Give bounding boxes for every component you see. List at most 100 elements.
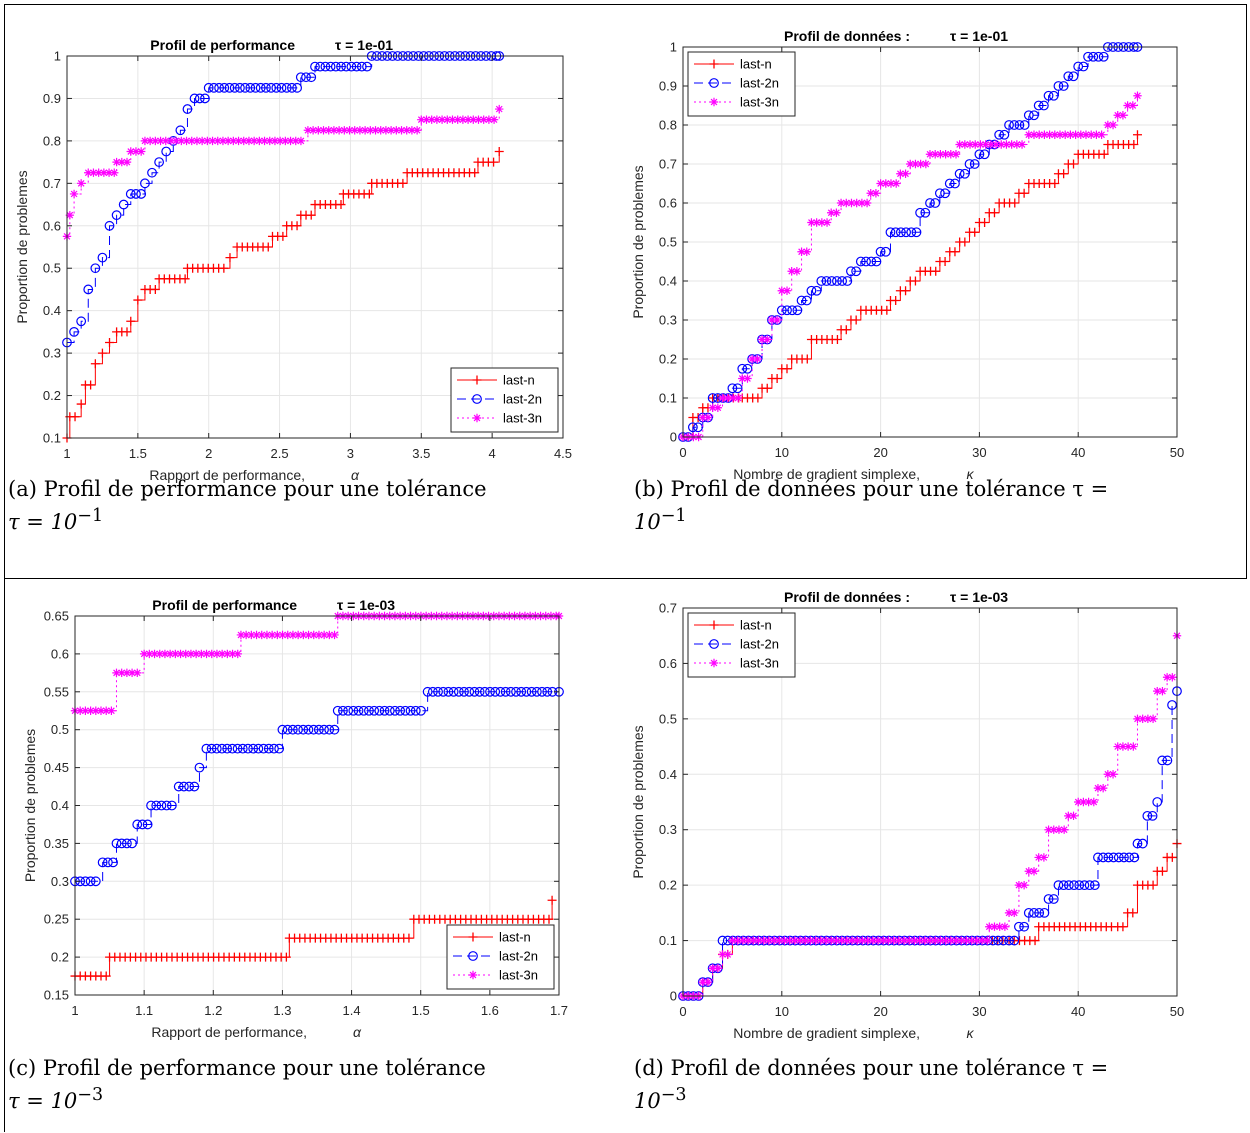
- data-point: [132, 819, 143, 830]
- data-point: [693, 422, 703, 433]
- series-last-n: [70, 895, 557, 981]
- data-point: [990, 922, 999, 931]
- data-point: [116, 838, 127, 849]
- data-point: [531, 686, 542, 697]
- data-point: [287, 724, 298, 735]
- data-point: [728, 936, 737, 945]
- data-point: [1113, 111, 1122, 120]
- data-point: [386, 126, 396, 135]
- data-point: [278, 231, 288, 241]
- data-point: [217, 649, 227, 659]
- data-point: [1097, 130, 1106, 139]
- data-point: [782, 286, 792, 295]
- chart-d: 0 10 20 30 40 50 0 0.1 0.2 0.3 0.4 0.5 0.6 0.7 Profil …: [630, 589, 1184, 1041]
- data-point: [324, 126, 333, 135]
- data-point: [298, 724, 309, 735]
- data-point: [1068, 71, 1079, 82]
- data-point: [474, 115, 483, 124]
- data-point: [940, 257, 950, 266]
- data-point: [469, 115, 478, 124]
- data-point: [142, 819, 153, 830]
- data-point: [203, 136, 212, 146]
- data-point: [65, 210, 75, 220]
- data-point: [500, 686, 511, 697]
- data-point: [1078, 61, 1089, 72]
- data-point: [364, 705, 374, 716]
- data-point: [214, 82, 225, 93]
- data-point: [1113, 852, 1124, 863]
- data-point: [1050, 179, 1060, 188]
- data-point: [811, 936, 820, 945]
- chart-title: Profil de données :: [784, 28, 910, 44]
- data-point: [1069, 811, 1078, 821]
- data-point: [763, 335, 772, 344]
- y-tick-label: 0.4: [43, 303, 61, 318]
- data-point: [703, 413, 713, 422]
- data-point: [1129, 742, 1138, 751]
- data-point: [438, 686, 449, 697]
- series-last-2n: [70, 686, 564, 887]
- data-point: [1043, 894, 1054, 904]
- data-point: [925, 150, 935, 159]
- data-point: [362, 61, 372, 72]
- y-tick-label: 0.9: [43, 91, 61, 106]
- data-point: [807, 218, 816, 227]
- data-point: [842, 198, 851, 208]
- series-line: [67, 109, 500, 237]
- data-point: [126, 147, 135, 156]
- data-point: [858, 936, 867, 945]
- data-point: [1004, 908, 1014, 918]
- data-point: [797, 247, 806, 256]
- data-point: [1129, 140, 1139, 149]
- data-point: [283, 630, 292, 640]
- data-point: [1137, 838, 1148, 849]
- data-point: [209, 82, 219, 93]
- series-last-2n: [678, 42, 1143, 442]
- data-point: [921, 159, 931, 169]
- y-tick-label: 1: [54, 49, 61, 64]
- data-point: [951, 150, 961, 159]
- data-point: [225, 253, 235, 263]
- chart-c: 1 1.1 1.2 1.3 1.4 1.5 1.6 1.7 0.15 0.2 0.25 0.3 0.35…: [22, 597, 568, 1040]
- data-point: [1044, 825, 1053, 834]
- data-point: [1002, 140, 1011, 149]
- data-point: [108, 857, 118, 868]
- data-point: [281, 82, 292, 93]
- data-point: [901, 227, 911, 238]
- caption-label: (c): [8, 1056, 37, 1080]
- data-point: [841, 325, 851, 335]
- y-tick-label: 0.4: [659, 274, 677, 289]
- data-point: [1023, 110, 1034, 121]
- panel-c: 1 1.1 1.2 1.3 1.4 1.5 1.6 1.7 0.15 0.2 0.25 0.3 0.35…: [0, 580, 620, 1050]
- data-point: [796, 295, 807, 306]
- data-point: [832, 208, 841, 217]
- data-point: [212, 649, 222, 659]
- data-point: [753, 354, 762, 364]
- data-point: [1128, 908, 1138, 918]
- data-point: [1103, 852, 1114, 863]
- caption-exponent: −1: [660, 506, 687, 526]
- data-point: [112, 157, 121, 167]
- y-tick-label: 0.4: [51, 798, 69, 813]
- data-point: [139, 649, 149, 659]
- data-point: [1128, 101, 1137, 110]
- data-point: [885, 227, 896, 238]
- data-point: [727, 383, 738, 394]
- data-point: [537, 686, 547, 697]
- data-point: [495, 686, 506, 697]
- data-point: [136, 147, 146, 156]
- data-point: [69, 189, 79, 199]
- data-point: [936, 936, 945, 945]
- data-point: [1132, 838, 1143, 849]
- data-point: [1059, 825, 1069, 834]
- data-point: [753, 393, 763, 403]
- data-point: [127, 668, 137, 678]
- x-tick-label: 30: [972, 1004, 986, 1019]
- data-point: [182, 136, 191, 146]
- data-point: [277, 724, 288, 735]
- y-axis-label: Proportion de problemes: [630, 725, 646, 878]
- data-point: [313, 724, 324, 735]
- data-point: [224, 82, 235, 93]
- data-point: [889, 936, 898, 945]
- y-tick-label: 0.5: [659, 711, 677, 726]
